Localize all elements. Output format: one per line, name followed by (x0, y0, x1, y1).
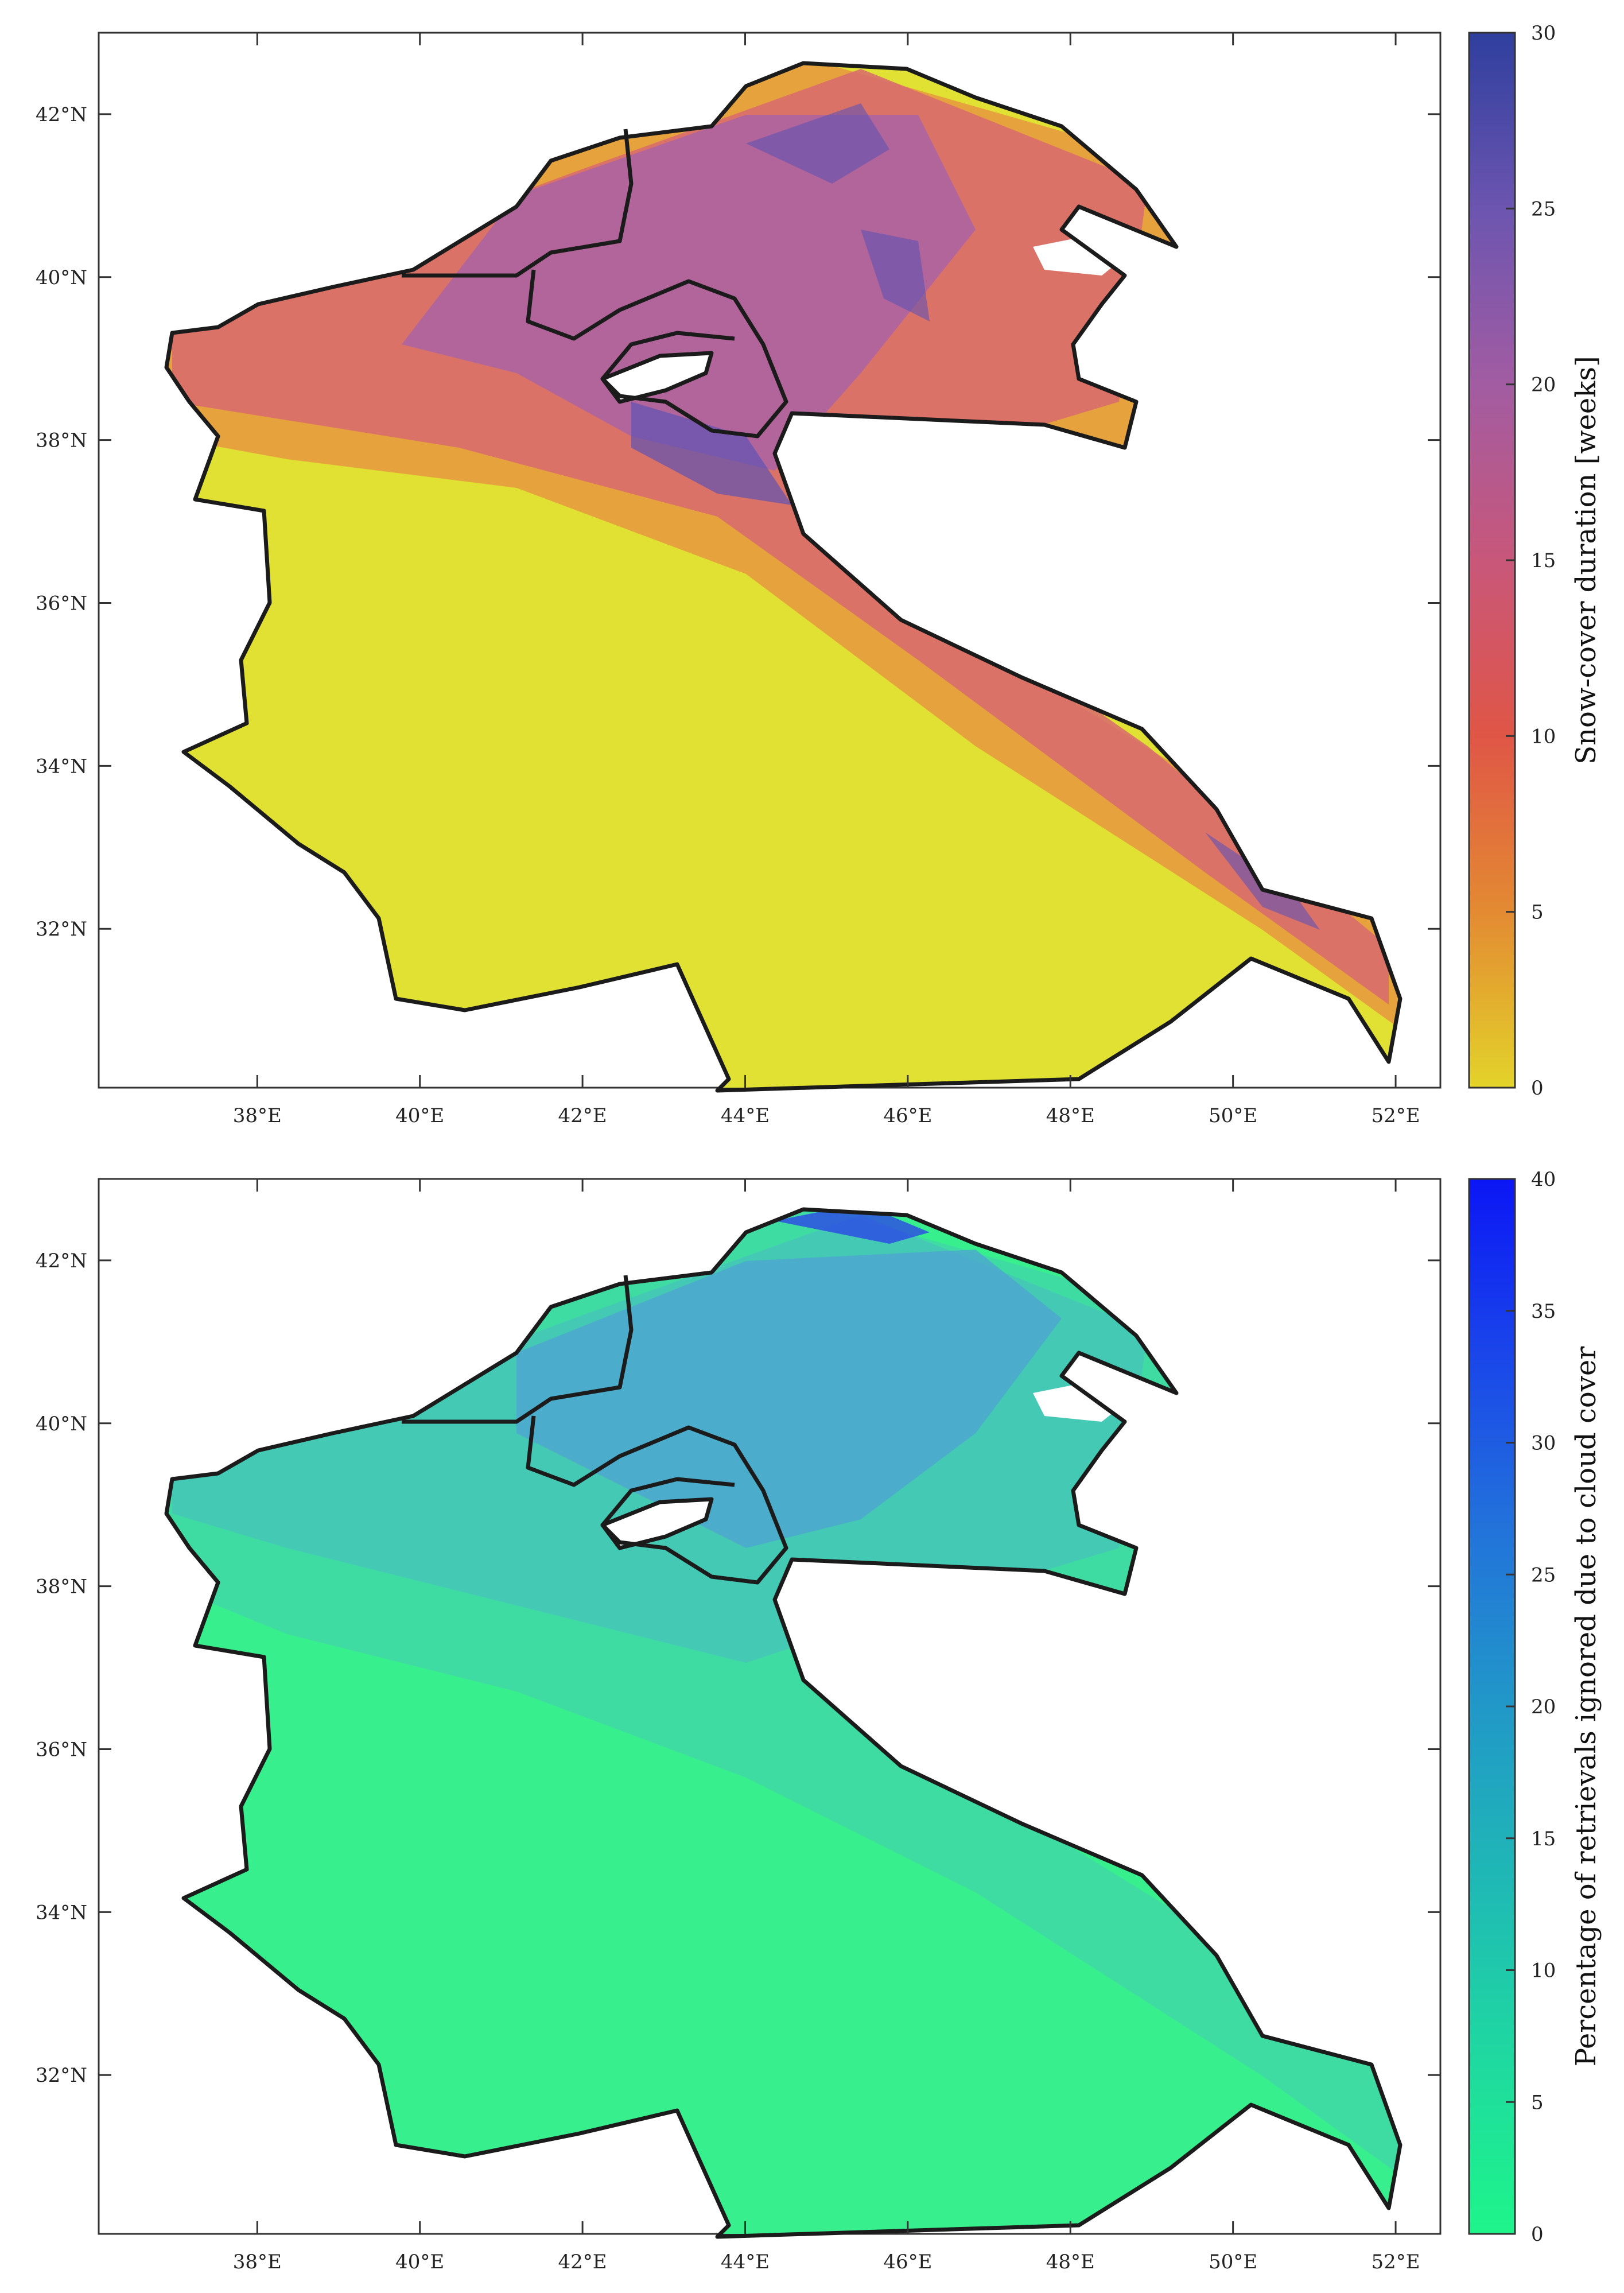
colorbar-ticks: 0 5 10 15 20 25 30 (1506, 22, 1556, 1100)
snow-duration-map: 0 5 10 15 20 25 30 Snow-cover duration [weeks]… (36, 22, 1602, 1127)
x-tick-label: 48°E (1046, 2251, 1095, 2273)
colorbar-tick-label: 15 (1531, 1828, 1556, 1850)
x-tick-label: 50°E (1209, 2251, 1257, 2273)
basin-boundaries (164, 61, 1402, 1093)
y-tick-label: 42°N (36, 1250, 87, 1272)
y-tick-label: 40°N (36, 266, 87, 289)
x-tick-label: 48°E (1046, 1104, 1095, 1127)
y-tick-label: 38°N (36, 1576, 87, 1598)
y-tick-label: 32°N (36, 918, 87, 941)
colorbar-tick-label: 35 (1531, 1300, 1556, 1323)
y-axis-ticks: 42°N 40°N 38°N 36°N 34°N 32°N (36, 1250, 1440, 2087)
colorbar-tick-label: 0 (1531, 2223, 1544, 2246)
colorbar-label: Percentage of retrievals ignored due to … (1570, 1347, 1602, 2067)
x-tick-label: 38°E (233, 2251, 282, 2273)
y-tick-label: 38°N (36, 429, 87, 452)
x-tick-label: 42°E (558, 1104, 607, 1127)
colorbar-tick-label: 10 (1531, 1960, 1556, 1982)
colorbar-ticks: 0 5 10 15 20 25 30 35 40 (1506, 1168, 1556, 2246)
x-tick-label: 44°E (721, 2251, 770, 2273)
snow-duration-panel: 0 5 10 15 20 25 30 Snow-cover duration [weeks]… (0, 0, 1624, 1146)
x-axis-ticks: 38°E 40°E 42°E 44°E 46°E 48°E 50°E 52°E (233, 1179, 1420, 2273)
colorbar-tick-label: 40 (1531, 1168, 1556, 1191)
colorbar-tick-label: 20 (1531, 1695, 1556, 1718)
x-tick-label: 46°E (883, 2251, 932, 2273)
colorbar-tick-label: 30 (1531, 1432, 1556, 1455)
y-tick-label: 34°N (36, 755, 87, 778)
x-tick-label: 50°E (1209, 1104, 1257, 1127)
colorbar-tick-label: 15 (1531, 549, 1556, 572)
colorbar-tick-label: 30 (1531, 22, 1556, 45)
colorbar-tick-label: 25 (1531, 1563, 1556, 1586)
y-tick-label: 42°N (36, 103, 87, 126)
y-tick-label: 40°N (36, 1413, 87, 1435)
colorbar-tick-label: 20 (1531, 374, 1556, 397)
x-tick-label: 46°E (883, 1104, 932, 1127)
basin-boundaries (164, 1207, 1402, 2239)
colorbar-label: Snow-cover duration [weeks] (1570, 356, 1602, 765)
colorbar-tick-label: 0 (1531, 1077, 1544, 1100)
x-axis-ticks: 38°E 40°E 42°E 44°E 46°E 48°E 50°E 52°E (233, 33, 1420, 1127)
x-tick-label: 42°E (558, 2251, 607, 2273)
colorbar-tick-label: 5 (1531, 901, 1544, 924)
x-tick-label: 44°E (721, 1104, 770, 1127)
x-tick-label: 40°E (395, 2251, 444, 2273)
y-tick-label: 36°N (36, 1739, 87, 1762)
x-tick-label: 38°E (233, 1104, 282, 1127)
cloud-ignored-panel: 0 5 10 15 20 25 30 35 40 Percentage of retrieval… (0, 1146, 1624, 2293)
colorbar-tick-label: 5 (1531, 2091, 1544, 2114)
cloud-ignored-map: 0 5 10 15 20 25 30 35 40 Percentage of retrieval… (36, 1168, 1602, 2273)
colorbar-tick-label: 25 (1531, 197, 1556, 220)
y-tick-label: 34°N (36, 1901, 87, 1924)
y-axis-ticks: 42°N 40°N 38°N 36°N 34°N 32°N (36, 103, 1440, 941)
x-tick-label: 40°E (395, 1104, 444, 1127)
x-tick-label: 52°E (1372, 1104, 1420, 1127)
y-tick-label: 36°N (36, 592, 87, 615)
x-tick-label: 52°E (1372, 2251, 1420, 2273)
y-tick-label: 32°N (36, 2064, 87, 2087)
colorbar-tick-label: 10 (1531, 725, 1556, 748)
